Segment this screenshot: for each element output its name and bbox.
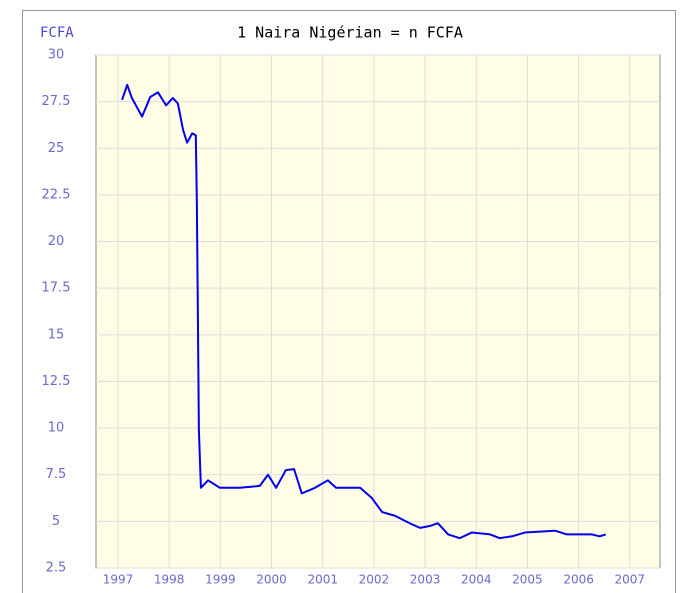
chart-title: 1 Naira Nigérian = n FCFA bbox=[237, 24, 463, 42]
x-tick-label: 2003 bbox=[410, 573, 441, 587]
y-tick-label: 15 bbox=[48, 327, 65, 342]
plot-area bbox=[95, 54, 661, 569]
y-tick-label: 22.5 bbox=[42, 187, 71, 202]
x-tick-label: 2000 bbox=[256, 573, 287, 587]
y-tick-label: 30 bbox=[48, 48, 65, 63]
y-tick-label: 20 bbox=[48, 234, 65, 249]
y-tick-label: 2.5 bbox=[46, 561, 67, 576]
data-line bbox=[121, 83, 607, 540]
y-tick-label: 5 bbox=[52, 514, 60, 529]
x-tick-label: 1999 bbox=[205, 573, 236, 587]
x-tick-label: 2005 bbox=[512, 573, 543, 587]
x-tick-label: 2004 bbox=[461, 573, 492, 587]
x-tick-label: 2007 bbox=[615, 573, 646, 587]
y-tick-label: 27.5 bbox=[42, 94, 71, 109]
y-tick-label: 17.5 bbox=[42, 281, 71, 296]
x-tick-label: 2002 bbox=[359, 573, 390, 587]
x-tick-label: 1998 bbox=[154, 573, 185, 587]
x-tick-label: 2001 bbox=[307, 573, 338, 587]
y-tick-label: 25 bbox=[48, 141, 65, 156]
y-tick-label: 7.5 bbox=[46, 467, 67, 482]
y-axis-label: FCFA bbox=[40, 25, 74, 41]
y-tick-label: 10 bbox=[48, 421, 65, 436]
x-tick-label: 2006 bbox=[563, 573, 594, 587]
y-tick-label: 12.5 bbox=[42, 374, 71, 389]
x-tick-label: 1997 bbox=[103, 573, 134, 587]
